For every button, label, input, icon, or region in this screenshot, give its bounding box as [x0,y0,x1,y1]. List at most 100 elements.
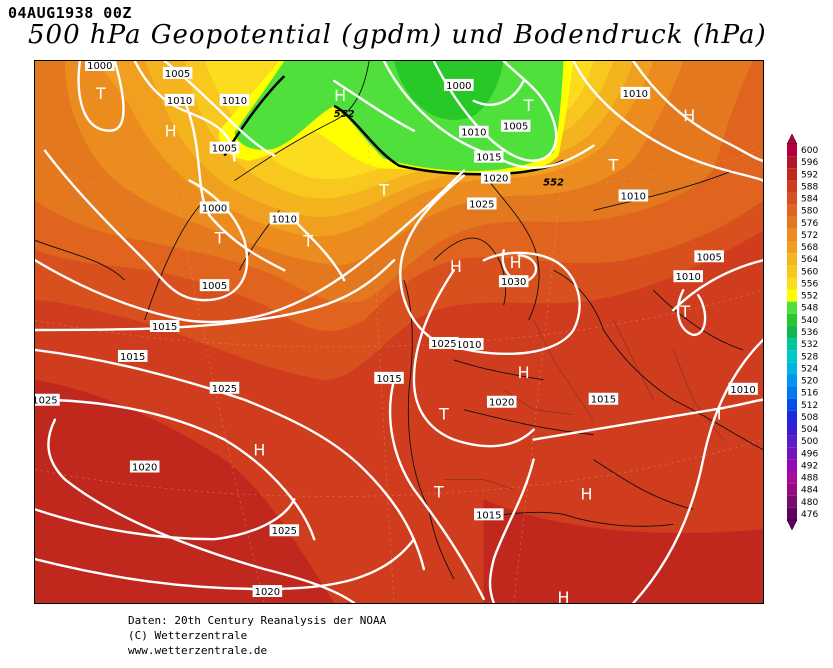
isobar-label: 1015 [588,392,619,406]
colorbar-swatch [787,253,797,266]
svg-text:1025: 1025 [431,339,456,350]
low-pressure-center: T [438,405,449,424]
svg-text:1030: 1030 [501,277,526,288]
high-pressure-center: H [683,106,695,125]
low-pressure-center: T [214,228,225,247]
svg-text:1015: 1015 [120,352,145,363]
colorbar-level-label: 584 [801,195,818,205]
colorbar-level-label: 516 [801,389,818,399]
colorbar-swatch [787,410,797,423]
colorbar-swatch [787,228,797,242]
high-pressure-center: H [580,484,592,503]
colorbar-swatch [787,350,797,363]
colorbar-swatch [787,301,797,314]
colorbar-swatch [787,398,797,411]
colorbar-level-label: 484 [801,486,818,496]
low-pressure-center: T [679,302,690,321]
svg-text:1000: 1000 [87,61,112,72]
isobar-label: 1010 [620,86,651,100]
isobars [35,61,763,603]
isobar-label: 1025 [467,197,497,210]
low-pressure-center: T [713,405,724,424]
colorbar-bottom-arrow [786,519,798,531]
svg-text:1015: 1015 [476,153,501,164]
isobar-label: 1015 [117,349,148,363]
svg-text:1000: 1000 [446,81,471,92]
colorbar-swatch [787,495,797,508]
isobar-label: 1005 [500,119,531,133]
high-pressure-center: H [558,588,570,604]
colorbar-swatch [787,204,797,217]
isobar-label: 1010 [269,212,300,225]
colorbar-level-label: 548 [801,304,818,314]
colorbar-swatch [787,459,797,472]
isobar-label: 1025 [35,393,60,407]
svg-text:1020: 1020 [132,462,157,473]
svg-text:1015: 1015 [591,395,616,406]
map-title: 500 hPa Geopotential (gpdm) und Bodendru… [28,20,767,50]
high-pressure-center: H [450,257,462,276]
isobar-label: 1005 [209,141,240,155]
colorbar-swatch [787,422,797,436]
isobar-label: 1005 [199,279,230,292]
credits-url[interactable]: www.wetterzentrale.de [128,644,268,657]
colorbar-level-label: 536 [801,328,818,338]
colorbar-level-label: 504 [801,425,818,435]
colorbar-swatch [787,338,797,351]
colorbar-swatch [787,374,797,387]
svg-text:1005: 1005 [202,281,227,292]
colorbar-level-label: 480 [801,498,818,508]
colorbar-swatch [787,180,797,193]
colorbar-level-label: 532 [801,340,818,350]
low-pressure-center: T [95,84,106,103]
colorbar-swatch [787,277,797,290]
svg-text:1010: 1010 [623,89,648,100]
height-fill-592-southwest [35,379,335,603]
svg-text:1010: 1010 [456,340,481,351]
colorbar-level-label: 492 [801,461,818,471]
svg-text:1020: 1020 [255,587,280,598]
svg-text:1005: 1005 [696,252,721,263]
svg-text:1025: 1025 [469,199,494,210]
low-pressure-center: T [302,231,313,250]
svg-text:1010: 1010 [621,191,646,202]
colorbar-level-label: 512 [801,401,818,411]
isobar-label: 1030 [498,275,529,288]
weather-map: 1000 1005 1010 1010 1000 1005 1010 1005 1015 1000… [34,60,764,604]
colorbar-swatch [787,265,797,278]
colorbar-level-label: 588 [801,182,818,192]
colorbar-swatch [787,241,797,254]
colorbar-level-label: 596 [801,158,818,168]
colorbar-swatch [787,168,797,181]
low-pressure-center: T [608,156,619,175]
colorbar-level-label: 500 [801,437,818,447]
svg-text:1010: 1010 [461,128,486,139]
high-pressure-center: H [334,86,346,105]
svg-text:1020: 1020 [489,398,514,409]
credits-source: Daten: 20th Century Reanalysis der NOAA [128,614,387,627]
isobar-label: 1020 [486,395,517,409]
isobar-label: 1015 [473,150,504,164]
colorbar-swatch [787,507,797,520]
colorbar-level-label: 476 [801,510,818,520]
height-colorbar: 600 596 592 588 584 580 576 572 568 564 560 556 552 5… [786,133,818,531]
colorbar-swatch [787,144,797,157]
svg-text:1010: 1010 [222,96,247,107]
high-pressure-center: H [165,122,177,141]
colorbar-swatch [787,325,797,339]
colorbar-swatch [787,156,797,169]
colorbar-level-label: 600 [801,146,818,156]
isobar-label: 1010 [454,337,484,351]
colorbar-swatch [787,386,797,399]
svg-text:1010: 1010 [676,272,701,283]
isobar-label: 1010 [459,125,489,139]
colorbar-level-label: 528 [801,352,818,362]
isobar-label: 1010 [618,189,649,202]
isobar-label: 1015 [149,320,180,333]
isobar-label: 1025 [269,524,300,537]
svg-text:1020: 1020 [483,174,508,185]
colorbar-level-label: 524 [801,364,818,374]
high-pressure-center: H [518,363,530,382]
svg-text:1015: 1015 [476,510,501,521]
isobar-label: 1010 [728,382,758,396]
